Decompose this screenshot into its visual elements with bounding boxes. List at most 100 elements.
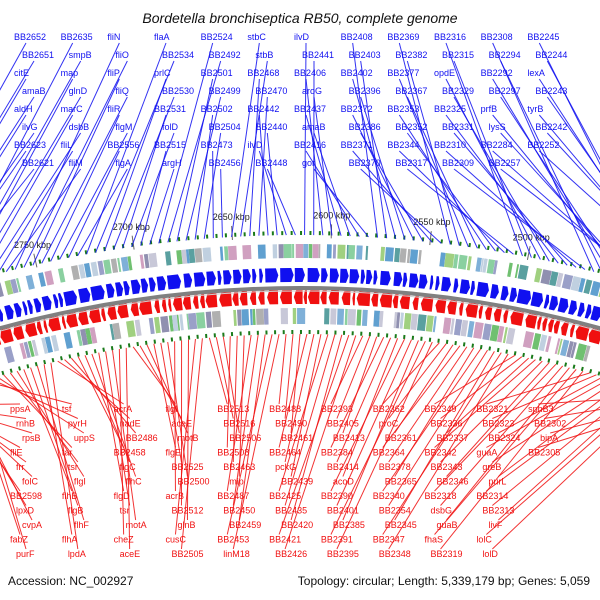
- feature-block: [399, 312, 404, 329]
- forward-gene-label: amaB: [302, 122, 326, 132]
- reverse-gene-label: tsr: [120, 506, 130, 516]
- feature-block: [554, 338, 561, 355]
- forward-gene-leader: [86, 42, 167, 255]
- forward-gene-label: BB2437: [294, 104, 326, 114]
- forward-gene-label: glnD: [69, 86, 88, 96]
- forward-gene-leader: [32, 78, 120, 266]
- reverse-gene-label: aceE: [120, 549, 141, 559]
- reverse-gene-arrow: [561, 321, 570, 336]
- scale-tick: [1, 268, 5, 273]
- reverse-gene-arrow: [356, 291, 371, 307]
- scale-tick: [18, 366, 21, 371]
- forward-gene-leader: [398, 42, 451, 245]
- forward-gene-leader: [313, 168, 369, 238]
- scale-tick: [542, 255, 546, 261]
- reverse-gene-leader: [0, 456, 33, 521]
- reverse-gene-leader: [336, 339, 412, 506]
- forward-gene-leader: [5, 168, 82, 272]
- feature-block: [517, 264, 529, 280]
- forward-gene-leader: [313, 96, 333, 236]
- reverse-gene-leader: [160, 342, 182, 463]
- reverse-gene-label: motA: [126, 520, 147, 530]
- reverse-gene-arrow: [379, 293, 393, 308]
- reverse-gene-leader: [498, 399, 600, 477]
- reverse-gene-arrow: [43, 318, 49, 333]
- reverse-gene-arrow: [200, 294, 206, 309]
- feature-block: [171, 314, 179, 332]
- reverse-gene-leader: [446, 367, 570, 521]
- reverse-gene-label: lolC: [476, 535, 492, 545]
- forward-gene-arrow: [123, 281, 130, 296]
- reverse-gene-label: glnB: [177, 520, 195, 530]
- feature-block: [194, 248, 203, 263]
- forward-gene-arrow: [408, 273, 419, 288]
- feature-block: [410, 313, 418, 331]
- reverse-gene-arrow: [570, 323, 576, 338]
- forward-gene-arrow: [217, 270, 222, 285]
- forward-gene-arrow: [57, 293, 63, 308]
- reverse-gene-arrow: [279, 290, 292, 305]
- scale-tick: [76, 352, 80, 357]
- reverse-gene-label: BB2323: [482, 419, 514, 429]
- reverse-gene-leader: [105, 351, 131, 506]
- reverse-gene-label: BB2461: [281, 433, 313, 443]
- feature-block: [356, 245, 363, 260]
- reverse-gene-arrow: [130, 301, 140, 317]
- reverse-gene-leader: [84, 355, 131, 463]
- scale-tick: [102, 347, 106, 352]
- reverse-gene-arrow: [239, 291, 248, 306]
- reverse-gene-arrow: [0, 327, 14, 344]
- reverse-gene-arrow: [48, 315, 62, 332]
- forward-gene-label: argH: [162, 158, 182, 168]
- forward-gene-arrow: [418, 274, 428, 289]
- genome-backbone-shadow: [0, 290, 600, 332]
- forward-gene-leader: [0, 60, 82, 205]
- feature-block: [83, 262, 92, 278]
- reverse-gene-leader: [330, 335, 364, 405]
- feature-block: [181, 249, 188, 264]
- forward-gene-arrow: [166, 274, 182, 290]
- feature-block: [176, 249, 183, 265]
- scale-tick: [51, 357, 55, 363]
- reverse-gene-label: BB2425: [269, 491, 301, 501]
- feature-block: [160, 315, 170, 333]
- forward-gene-arrow: [429, 275, 434, 290]
- reverse-gene-arrow: [548, 318, 555, 333]
- forward-gene-leader: [453, 168, 586, 270]
- reverse-gene-label: rnhB: [16, 419, 35, 429]
- forward-gene-leader: [0, 114, 27, 158]
- reverse-gene-leader: [434, 359, 536, 448]
- reverse-gene-label: BB2390: [321, 491, 353, 501]
- feature-block: [195, 312, 206, 329]
- reverse-gene-label: acoD: [333, 477, 355, 487]
- reverse-gene-leader: [486, 434, 600, 535]
- feature-block: [439, 252, 446, 267]
- feature-block: [393, 312, 398, 329]
- feature-block: [179, 314, 184, 331]
- reverse-gene-label: BB2393: [321, 404, 353, 414]
- reverse-gene-leader: [226, 335, 252, 492]
- reverse-gene-leader: [290, 333, 301, 434]
- accession-label: Accession: NC_002927: [8, 574, 134, 588]
- reverse-gene-leader: [330, 340, 426, 535]
- forward-gene-label: BB2403: [349, 50, 381, 60]
- feature-block: [480, 258, 484, 273]
- kbp-tick: [526, 246, 531, 260]
- reverse-gene-leader: [3, 374, 73, 448]
- forward-gene-label: BB2524: [201, 32, 233, 42]
- forward-gene-label: lexA: [527, 68, 545, 78]
- forward-gene-leader: [0, 150, 27, 190]
- reverse-gene-leader: [382, 342, 440, 405]
- reverse-gene-leader: [23, 369, 73, 492]
- reverse-gene-leader: [284, 334, 336, 506]
- feature-block: [148, 252, 158, 268]
- reverse-gene-label: BB2598: [10, 491, 42, 501]
- feature-block: [255, 308, 265, 325]
- forward-gene-label: BB2244: [535, 50, 567, 60]
- reverse-gene-arrow: [154, 298, 161, 314]
- feature-block: [3, 345, 15, 364]
- reverse-gene-label: rpsB: [22, 433, 41, 443]
- feature-block: [406, 248, 411, 264]
- reverse-gene-leader: [238, 334, 266, 521]
- reverse-gene-arrow: [371, 292, 379, 307]
